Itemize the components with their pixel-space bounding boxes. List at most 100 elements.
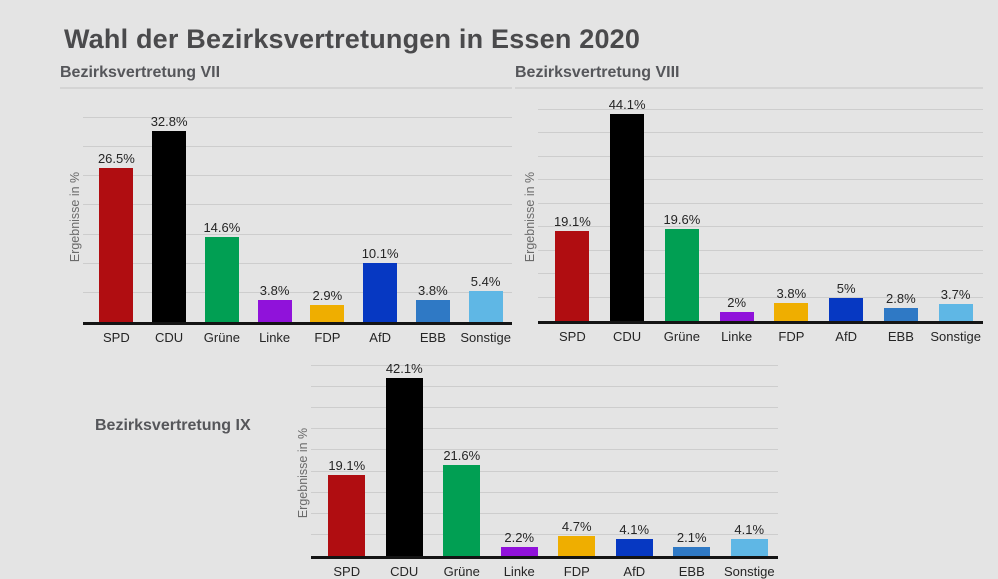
bar-CDU: 42.1% <box>385 361 423 556</box>
bar-CDU: 32.8% <box>151 114 188 322</box>
bar-Linke: 2.2% <box>500 530 538 556</box>
bar-cell-Sonstige: 3.7% <box>928 110 983 321</box>
y-axis-label: Ergebnisse in % <box>523 171 537 262</box>
bar-cell-EBB: 2.1% <box>663 366 721 556</box>
bar-cell-Sonstige: 5.4% <box>459 118 512 322</box>
bar-Linke: 3.8% <box>257 283 292 322</box>
gridline-45 <box>538 109 983 110</box>
bars-group: 26.5% 32.8% 14.6% 3.8% 2.9% 10.1% 3.8% 5.4% <box>90 114 512 322</box>
bar-Grüne: 14.6% <box>203 220 240 322</box>
bar-CDU: 44.1% <box>609 97 646 321</box>
category-label-FDP: FDP <box>563 564 590 579</box>
chart-title-vii: Bezirksvertretung VII <box>60 64 221 81</box>
bar-Sonstige: 4.1% <box>730 522 768 556</box>
gridline-25 <box>538 202 983 204</box>
gridline-5 <box>83 291 512 293</box>
category-label-EBB: EBB <box>678 564 705 579</box>
bar-Sonstige: 5.4% <box>468 274 503 322</box>
bar-cell-EBB: 2.8% <box>874 110 929 321</box>
chart-bezirksvertretung-viii: Bezirksvertretung VIII Ergebnisse in % 1… <box>515 64 983 344</box>
bar-Grüne: 19.6% <box>663 212 700 321</box>
gridline-15 <box>538 249 983 251</box>
category-label-Linke: Linke <box>503 564 535 579</box>
gridline-45 <box>311 365 778 366</box>
bar-cell-FDP: 3.8% <box>764 110 819 321</box>
category-label-EBB: EBB <box>419 330 446 345</box>
category-label-CDU: CDU <box>155 330 184 345</box>
gridline-40 <box>311 386 778 388</box>
y-axis-gutter: Ergebnisse in % <box>515 89 545 344</box>
value-label-Grüne: 14.6% <box>203 219 241 235</box>
value-label-AfD: 5% <box>836 280 856 296</box>
bar-cell-CDU: 44.1% <box>600 97 655 321</box>
category-label-Sonstige: Sonstige <box>460 330 511 345</box>
gridline-20 <box>538 226 983 228</box>
bar-cell-Sonstige: 4.1% <box>721 366 779 556</box>
plot-column: 19.1% 42.1% 21.6% 2.2% 4.7% 4.1% 2.1% 4.1% SPD C… <box>311 361 779 579</box>
bar-cell-CDU: 42.1% <box>376 361 434 556</box>
x-axis-line <box>311 556 778 559</box>
value-label-Grüne: 19.6% <box>663 212 701 228</box>
value-label-CDU: 32.8% <box>150 113 188 129</box>
category-label-Grüne: Grüne <box>203 330 240 345</box>
bar-cell-CDU: 32.8% <box>143 114 196 322</box>
value-label-SPD: 19.1% <box>328 458 366 474</box>
bar-FDP: 3.8% <box>774 286 809 321</box>
x-axis-labels: SPD CDU Grüne Linke FDP AfD EBB Sonstige <box>545 329 983 344</box>
plot-column: 26.5% 32.8% 14.6% 3.8% 2.9% 10.1% 3.8% 5.4% SPD… <box>83 89 512 345</box>
category-label-SPD: SPD <box>103 330 130 345</box>
gridline-30 <box>311 428 778 430</box>
y-axis-label: Ergebnisse in % <box>68 171 82 263</box>
category-label-Grüne: Grüne <box>663 329 700 344</box>
gridline-40 <box>538 132 983 134</box>
category-label-CDU: CDU <box>613 329 642 344</box>
bars-group: 19.1% 42.1% 21.6% 2.2% 4.7% 4.1% 2.1% 4.1% <box>318 361 779 556</box>
value-label-FDP: 2.9% <box>312 288 343 304</box>
gridline-10 <box>83 262 512 264</box>
bars-group: 19.1% 44.1% 19.6% 2% 3.8% 5% 2.8% 3.7% <box>545 97 983 321</box>
value-label-FDP: 4.7% <box>561 519 592 535</box>
chart-title-ix: Bezirksvertretung IX <box>95 417 251 434</box>
x-axis-labels: SPD CDU Grüne Linke FDP AfD EBB Sonstige <box>90 330 512 345</box>
bar-cell-AfD: 5% <box>819 110 874 321</box>
value-label-EBB: 2.8% <box>886 290 916 306</box>
bar-cell-FDP: 2.9% <box>301 118 354 322</box>
bar-cell-EBB: 3.8% <box>407 118 460 322</box>
bar-AfD: 4.1% <box>615 522 653 556</box>
category-label-SPD: SPD <box>333 564 361 579</box>
bar-cell-Linke: 3.8% <box>248 118 301 322</box>
chart-bezirksvertretung-ix: Ergebnisse in % 19.1% 42.1% 21.6% 2.2% 4.7% 4… <box>288 361 779 579</box>
bar-cell-SPD: 19.1% <box>545 110 600 321</box>
plot-row: Ergebnisse in % 26.5% 32.8% 14.6% 3.8% 2.9% 1… <box>60 89 512 345</box>
bar-SPD: 19.1% <box>554 214 591 321</box>
bar-EBB: 2.8% <box>883 291 918 321</box>
bar-cell-Grüne: 21.6% <box>433 366 491 556</box>
bar-cell-AfD: 10.1% <box>354 118 407 322</box>
bar-cell-Grüne: 19.6% <box>655 110 710 321</box>
bar-cell-SPD: 26.5% <box>90 118 143 322</box>
bar-FDP: 2.9% <box>310 288 345 322</box>
category-label-CDU: CDU <box>390 564 419 579</box>
gridline-15 <box>311 491 778 493</box>
category-label-AfD: AfD <box>623 564 646 579</box>
page-title: Wahl der Bezirksvertretungen in Essen 20… <box>64 24 641 54</box>
y-axis-gutter: Ergebnisse in % <box>60 89 90 345</box>
value-label-SPD: 26.5% <box>97 150 135 166</box>
plot-column: 19.1% 44.1% 19.6% 2% 3.8% 5% 2.8% 3.7% SPD CDU Gr… <box>538 89 983 344</box>
gridline-5 <box>311 533 778 535</box>
bar-cell-FDP: 4.7% <box>548 366 606 556</box>
value-label-Linke: 2.2% <box>504 529 535 545</box>
plot-row: Ergebnisse in % 19.1% 44.1% 19.6% 2% 3.8% 5% 2… <box>515 89 983 344</box>
x-axis-labels: SPD CDU Grüne Linke FDP AfD EBB Sonstige <box>318 564 778 579</box>
y-axis-gutter: Ergebnisse in % <box>288 366 318 579</box>
bar-EBB: 2.1% <box>673 530 711 556</box>
chart-header: Bezirksvertretung VII <box>60 64 512 89</box>
value-label-FDP: 3.8% <box>776 286 807 302</box>
bar-Grüne: 21.6% <box>443 448 481 556</box>
bar-Sonstige: 3.7% <box>938 287 973 321</box>
bar-AfD: 10.1% <box>362 246 399 322</box>
chart-header: Bezirksvertretung VIII <box>515 64 983 89</box>
value-label-Linke: 3.8% <box>259 282 290 298</box>
plot-area-viii: 19.1% 44.1% 19.6% 2% 3.8% 5% 2.8% 3.7% <box>538 97 983 321</box>
